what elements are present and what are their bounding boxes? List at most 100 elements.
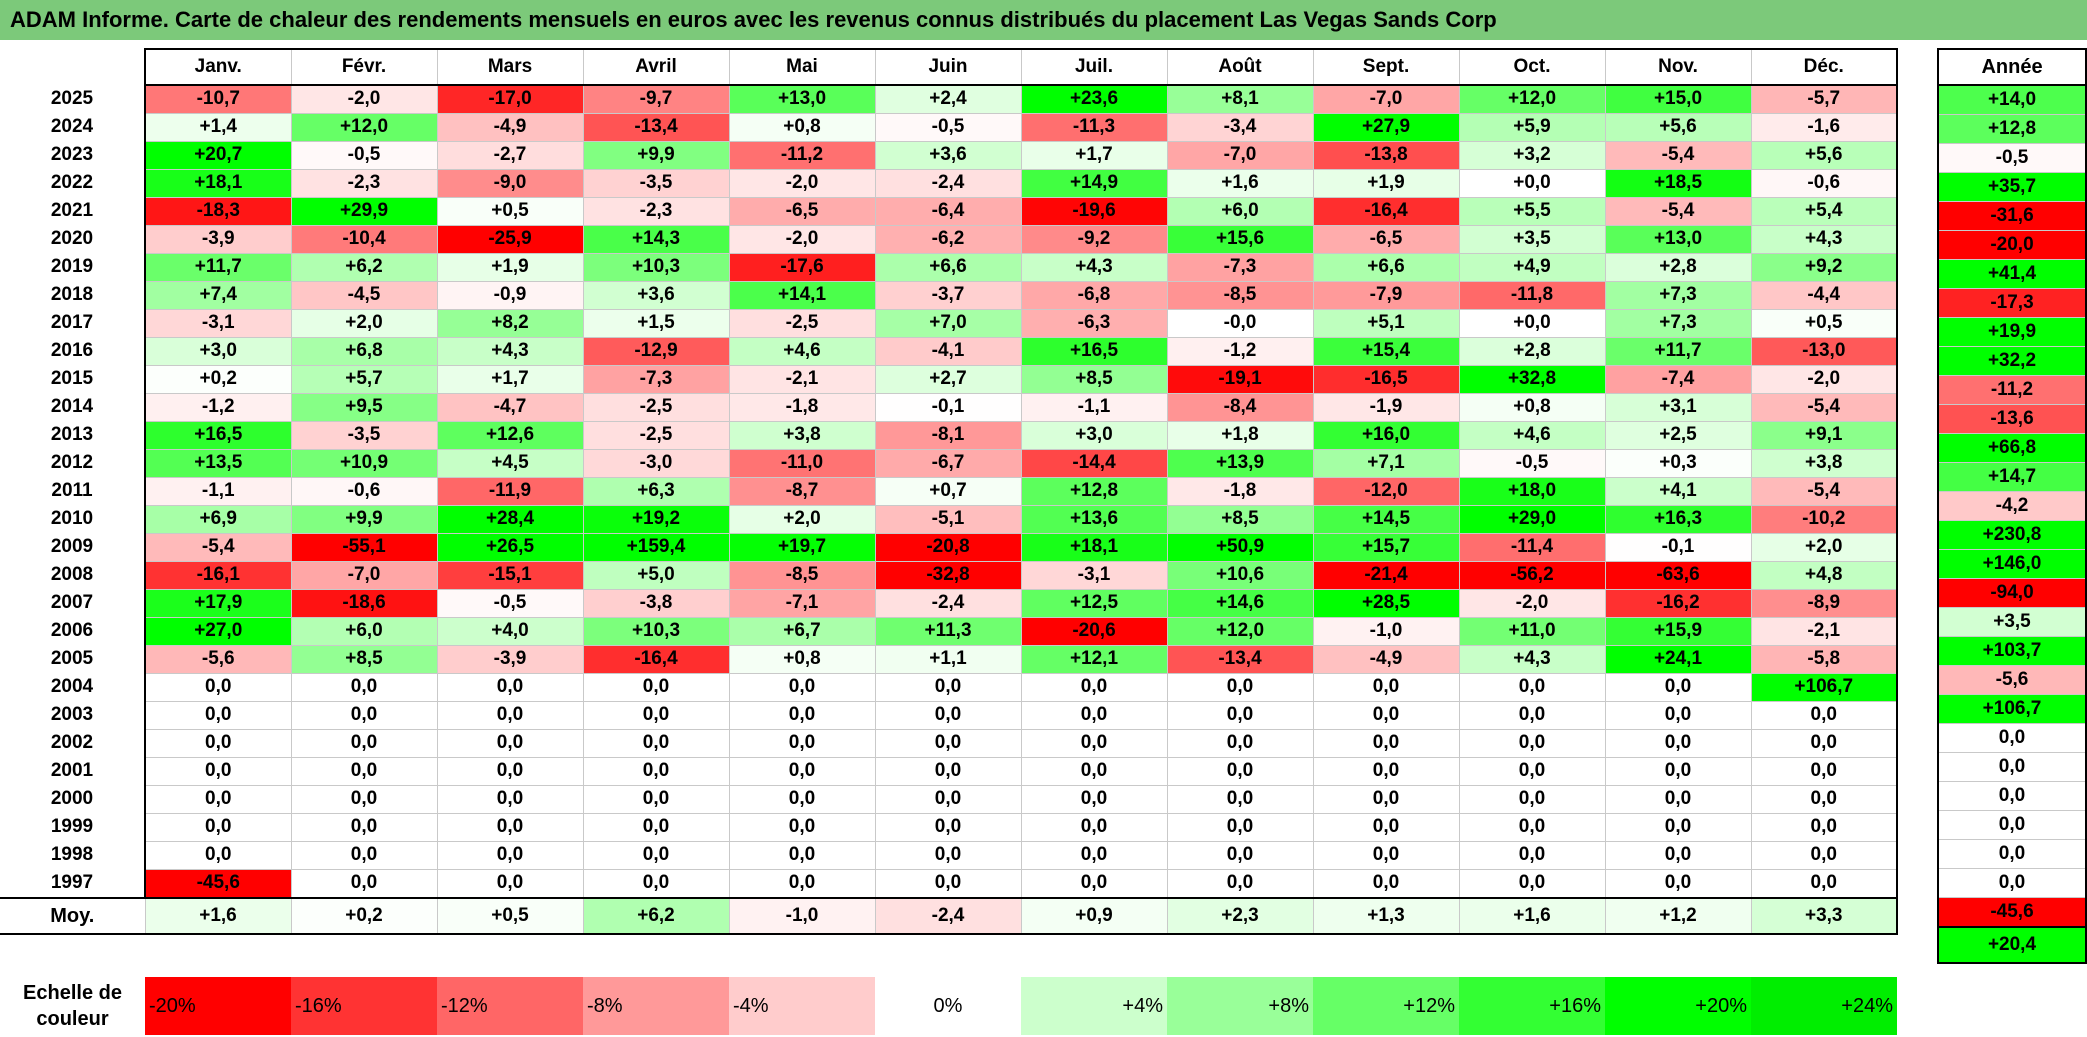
heatmap-cell: +3,8: [1750, 448, 1898, 478]
heatmap-cell: 0,0: [1750, 700, 1898, 730]
heatmap-cell: +16,5: [144, 420, 292, 450]
annual-return-cell: -20,0: [1937, 230, 2087, 260]
heatmap-cell: -17,0: [436, 84, 584, 114]
average-cell: -1,0: [728, 897, 875, 935]
heatmap-cell: 0,0: [1604, 756, 1752, 786]
heatmap-cell: -4,5: [290, 280, 438, 310]
annual-return-cell: -0,5: [1937, 143, 2087, 173]
table-row: 2025 -10,7 -2,0 -17,0 -9,7 +13,0 +2,4 +23,6 +8,1…: [0, 84, 1898, 114]
heatmap-cell: 0,0: [1020, 756, 1168, 786]
heatmap-cell: -55,1: [290, 532, 438, 562]
heatmap-cell: -11,2: [728, 140, 876, 170]
heatmap-cell: 0,0: [1166, 728, 1314, 758]
heatmap-cell: +4,6: [728, 336, 876, 366]
heatmap-cell: +6,6: [1312, 252, 1460, 282]
heatmap-cell: -5,4: [1750, 476, 1898, 506]
heatmap-cell: +2,8: [1458, 336, 1606, 366]
heatmap-cell: -16,5: [1312, 364, 1460, 394]
heatmap-cell: 0,0: [144, 672, 292, 702]
heatmap-cell: 0,0: [582, 784, 730, 814]
heatmap-cell: +5,4: [1750, 196, 1898, 226]
heatmap-cell: -17,6: [728, 252, 876, 282]
heatmap-cell: 0,0: [1458, 672, 1606, 702]
heatmap-cell: +18,0: [1458, 476, 1606, 506]
heatmap-cell: -0,1: [874, 392, 1022, 422]
heatmap-cell: -2,3: [290, 168, 438, 198]
year-label: 2000: [50, 788, 94, 809]
heatmap-cell: +3,6: [582, 280, 730, 310]
heatmap-cell: -3,1: [144, 308, 292, 338]
heatmap-cell: +4,6: [1458, 420, 1606, 450]
heatmap-cell: +1,4: [144, 112, 292, 142]
table-row: 1997 -45,6 0,0 0,0 0,0 0,0 0,0 0,0 0,0 0,0 0,0 0,0 0…: [0, 868, 1898, 898]
heatmap-cell: +13,0: [1604, 224, 1752, 254]
heatmap-cell: 0,0: [1604, 672, 1752, 702]
heatmap-cell: -2,4: [874, 168, 1022, 198]
heatmap-cell: +19,2: [582, 504, 730, 534]
average-cell: +1,6: [1458, 897, 1605, 935]
table-row: 2003 0,0 0,0 0,0 0,0 0,0 0,0 0,0 0,0 0,0 0,0 0,0 0,0: [0, 700, 1898, 730]
heatmap-cell: +2,7: [874, 364, 1022, 394]
heatmap-cell: -3,9: [436, 644, 584, 674]
chart-title: ADAM Informe. Carte de chaleur des rende…: [0, 0, 2087, 40]
heatmap-cell: -6,5: [1312, 224, 1460, 254]
heatmap-cell: +4,3: [1750, 224, 1898, 254]
heatmap-cell: +0,2: [144, 364, 292, 394]
table-row: 2007 +17,9 -18,6 -0,5 -3,8 -7,1 -2,4 +12,5 +14,6…: [0, 588, 1898, 618]
table-row: 2000 0,0 0,0 0,0 0,0 0,0 0,0 0,0 0,0 0,0 0,0 0,0 0,0: [0, 784, 1898, 814]
annual-return-cell: +3,5: [1937, 607, 2087, 637]
year-label: 2016: [50, 340, 94, 361]
heatmap-cell: -16,2: [1604, 588, 1752, 618]
table-row: 2021 -18,3 +29,9 +0,5 -2,3 -6,5 -6,4 -19,6 +6,0-…: [0, 196, 1898, 226]
heatmap-cell: 0,0: [1312, 840, 1460, 870]
annual-return-cell: -45,6: [1937, 897, 2087, 928]
heatmap-cell: +6,0: [1166, 196, 1314, 226]
heatmap-cell: -9,7: [582, 84, 730, 114]
year-label: 2001: [50, 760, 94, 781]
heatmap-cell: +27,0: [144, 616, 292, 646]
heatmap-cell: 0,0: [874, 840, 1022, 870]
heatmap-cell: -7,0: [1166, 140, 1314, 170]
heatmap-cell: 0,0: [144, 812, 292, 842]
annual-return-cell: 0,0: [1937, 810, 2087, 840]
heatmap-cell: 0,0: [290, 728, 438, 758]
table-row: 2019 +11,7 +6,2 +1,9 +10,3 -17,6 +6,6 +4,3 -7,3 +…: [0, 252, 1898, 282]
heatmap-cell: 0,0: [1020, 700, 1168, 730]
heatmap-cell: 0,0: [582, 756, 730, 786]
heatmap-cell: +106,7: [1750, 672, 1898, 702]
year-label: 2002: [50, 732, 94, 753]
heatmap-cell: 0,0: [582, 700, 730, 730]
heatmap-cell: 0,0: [582, 728, 730, 758]
heatmap-cell: -0,6: [290, 476, 438, 506]
heatmap-cell: 0,0: [728, 840, 876, 870]
scale-swatch: +4%: [1021, 977, 1167, 1035]
year-label: 2007: [50, 592, 94, 613]
annual-return-cell: -31,6: [1937, 201, 2087, 231]
heatmap-cell: 0,0: [1458, 700, 1606, 730]
heatmap-cell: +2,4: [874, 84, 1022, 114]
year-label: 2008: [50, 564, 94, 585]
heatmap-cell: +5,7: [290, 364, 438, 394]
heatmap-cell: -56,2: [1458, 560, 1606, 590]
heatmap-cell: +1,6: [1166, 168, 1314, 198]
heatmap-cell: +29,9: [290, 196, 438, 226]
year-label: 2004: [50, 676, 94, 697]
annual-return-cell: +103,7: [1937, 636, 2087, 666]
heatmap-cell: 0,0: [290, 812, 438, 842]
heatmap-cell: +3,6: [874, 140, 1022, 170]
heatmap-cell: -19,6: [1020, 196, 1168, 226]
year-label: 2012: [50, 452, 94, 473]
heatmap-cell: 0,0: [582, 672, 730, 702]
heatmap-cell: -2,5: [582, 392, 730, 422]
heatmap-cell: +15,7: [1312, 532, 1460, 562]
heatmap-cell: -10,4: [290, 224, 438, 254]
heatmap-cell: 0,0: [144, 756, 292, 786]
average-cell: +0,5: [436, 897, 583, 935]
heatmap-cell: +7,1: [1312, 448, 1460, 478]
heatmap-cell: +50,9: [1166, 532, 1314, 562]
heatmap-cell: +16,3: [1604, 504, 1752, 534]
heatmap-cell: -3,5: [582, 168, 730, 198]
heatmap-cell: 0,0: [290, 840, 438, 870]
annual-return-cell: +66,8: [1937, 433, 2087, 463]
heatmap-cell: +6,7: [728, 616, 876, 646]
